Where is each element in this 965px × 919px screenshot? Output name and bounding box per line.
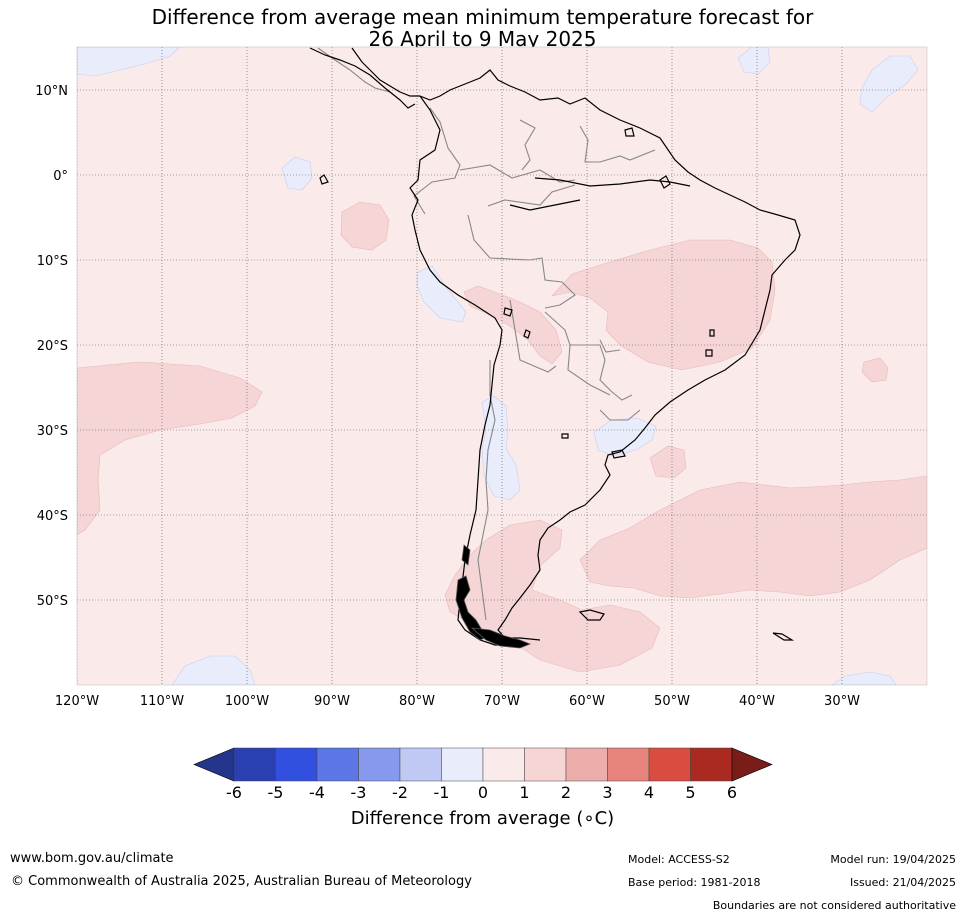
lat-label-10s: 10°S bbox=[37, 254, 68, 269]
colorbar-bin bbox=[690, 747, 733, 782]
warm-region-brazil bbox=[551, 239, 776, 371]
colorbar-ticks: -6 -5 -4 -3 -2 -1 0 1 2 3 4 5 6 bbox=[226, 783, 737, 802]
colorbar-tick-label: -3 bbox=[351, 783, 367, 802]
map-title-line1: Difference from average mean minimum tem… bbox=[151, 5, 814, 29]
cool-region-peru-coast bbox=[416, 265, 467, 323]
chilean-archipelago bbox=[455, 544, 532, 649]
graticule bbox=[77, 47, 927, 685]
colorbar-tick-label: 5 bbox=[685, 783, 695, 802]
lat-label-50s: 50°S bbox=[37, 594, 68, 609]
colorbar-svg: -6 -5 -4 -3 -2 -1 0 1 2 3 4 5 6 bbox=[193, 747, 773, 802]
cool-region-east-pacific-small bbox=[281, 156, 313, 191]
lon-label-60w: 60°W bbox=[569, 694, 605, 709]
footer-issued: Issued: 21/04/2025 bbox=[849, 876, 956, 889]
colorbar-bin bbox=[358, 747, 401, 782]
lon-label-120w: 120°W bbox=[55, 694, 99, 709]
colorbar-extend-high bbox=[731, 747, 773, 782]
warm-region-east-atlantic-small bbox=[861, 357, 889, 383]
colorbar-bin bbox=[233, 747, 276, 782]
warm-region-east-pacific bbox=[77, 361, 263, 536]
colorbar: -6 -5 -4 -3 -2 -1 0 1 2 3 4 5 6 bbox=[0, 740, 965, 810]
colorbar-tick-label: -5 bbox=[268, 783, 284, 802]
colorbar-bin bbox=[648, 747, 691, 782]
map-svg: 10°N 0° 10°S 20°S 30°S 40°S 50°S 120°W 1… bbox=[35, 46, 928, 709]
colorbar-bin bbox=[275, 747, 318, 782]
colorbar-extend-low bbox=[193, 747, 235, 782]
footer-model-run: Model run: 19/04/2025 bbox=[830, 853, 956, 866]
colorbar-tick-label: 0 bbox=[478, 783, 488, 802]
cool-region-rio-de-la-plata bbox=[593, 417, 657, 457]
lat-label-40s: 40°S bbox=[37, 509, 68, 524]
cool-region-northwest bbox=[77, 47, 181, 77]
footer-url: www.bom.gov.au/climate bbox=[10, 851, 174, 866]
colorbar-bin bbox=[482, 747, 525, 782]
colorbar-tick-label: -1 bbox=[434, 783, 450, 802]
colorbar-tick-label: 1 bbox=[519, 783, 529, 802]
colorbar-bin bbox=[565, 747, 608, 782]
lon-label-80w: 80°W bbox=[399, 694, 435, 709]
map-frame bbox=[76, 46, 928, 686]
lon-label-30w: 30°W bbox=[824, 694, 860, 709]
coastlines bbox=[309, 47, 801, 646]
colorbar-tick-label: -2 bbox=[392, 783, 408, 802]
colorbar-tick-label: 3 bbox=[602, 783, 612, 802]
colorbar-bin bbox=[524, 747, 567, 782]
colorbar-label: Difference from average (∘C) bbox=[350, 808, 615, 829]
lon-label-50w: 50°W bbox=[654, 694, 690, 709]
lat-label-20s: 20°S bbox=[37, 339, 68, 354]
colorbar-bin bbox=[399, 747, 442, 782]
colorbar-bin bbox=[441, 747, 484, 782]
lon-label-40w: 40°W bbox=[739, 694, 775, 709]
footer-boundaries-note: Boundaries are not considered authoritat… bbox=[712, 899, 956, 912]
footer-model: Model: ACCESS-S2 bbox=[628, 853, 730, 866]
colorbar-boxes bbox=[193, 747, 773, 782]
lon-label-90w: 90°W bbox=[314, 694, 350, 709]
colorbar-tick-label: -6 bbox=[226, 783, 242, 802]
colorbar-bin bbox=[316, 747, 359, 782]
map-area: 10°N 0° 10°S 20°S 30°S 40°S 50°S 120°W 1… bbox=[35, 46, 928, 709]
colorbar-tick-label: -4 bbox=[309, 783, 325, 802]
lon-label-110w: 110°W bbox=[140, 694, 184, 709]
footer-base-period: Base period: 1981-2018 bbox=[628, 876, 761, 889]
warm-region-galapagos bbox=[340, 201, 390, 251]
lat-label-30s: 30°S bbox=[37, 424, 68, 439]
warm-region-uruguay-coast bbox=[649, 445, 687, 479]
lat-label-0: 0° bbox=[53, 169, 68, 184]
colorbar-tick-label: 2 bbox=[561, 783, 571, 802]
colorbar-tick-label: 4 bbox=[644, 783, 654, 802]
lon-label-100w: 100°W bbox=[225, 694, 269, 709]
cool-region-chile bbox=[481, 395, 521, 501]
warm-region-south-atlantic bbox=[579, 475, 927, 599]
footer-copyright: © Commonwealth of Australia 2025, Austra… bbox=[11, 874, 472, 889]
colorbar-bin bbox=[607, 747, 650, 782]
lon-label-70w: 70°W bbox=[484, 694, 520, 709]
colorbar-tick-label: 6 bbox=[727, 783, 737, 802]
cool-region-northeast bbox=[859, 55, 919, 113]
cool-region-southeast bbox=[831, 671, 897, 685]
cool-region-southwest bbox=[171, 655, 256, 685]
cool-region-north-atlantic-small bbox=[737, 47, 771, 75]
anomaly-field bbox=[77, 47, 927, 685]
lat-label-10n: 10°N bbox=[35, 84, 68, 99]
